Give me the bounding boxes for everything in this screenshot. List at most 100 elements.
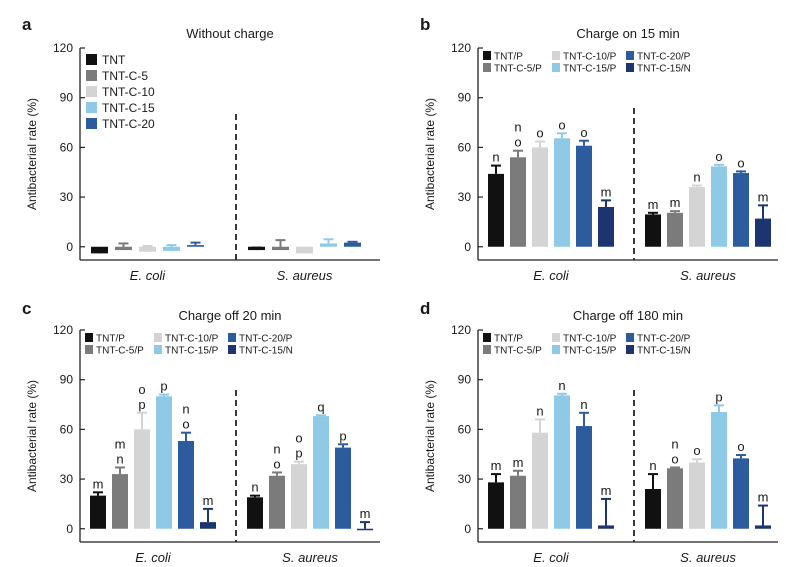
bar <box>532 432 548 529</box>
y-tick-label: 120 <box>53 323 73 337</box>
legend-swatch <box>626 51 634 60</box>
bar <box>156 396 172 529</box>
legend-label: TNT-C-20/P <box>637 52 691 63</box>
y-tick-label: 0 <box>464 522 471 536</box>
legend-label: TNT-C-15/N <box>637 64 691 75</box>
bar <box>733 173 749 247</box>
significance-label: o <box>671 451 678 466</box>
legend-swatch <box>626 333 634 342</box>
significance-label: n <box>116 451 123 466</box>
bar <box>755 218 771 247</box>
y-tick-label: 30 <box>60 190 74 204</box>
bar <box>134 429 150 529</box>
group-label: E. coli <box>533 550 570 565</box>
group-label: E. coli <box>130 268 167 283</box>
bar <box>313 416 329 529</box>
legend-swatch <box>86 102 97 113</box>
legend-label: TNT-C-15/P <box>563 346 617 357</box>
bar <box>510 475 526 529</box>
y-tick-label: 0 <box>464 240 471 254</box>
legend-swatch <box>483 333 491 342</box>
significance-label: p <box>715 389 722 404</box>
panel-d: d Charge off 180 min 0 30 60 90 120 Antibacteri… <box>420 299 778 565</box>
significance-label: m <box>758 189 769 204</box>
significance-label: n <box>580 397 587 412</box>
bar <box>510 157 526 247</box>
bar <box>488 482 504 529</box>
significance-label: m <box>601 184 612 199</box>
bar <box>645 214 661 247</box>
legend-label: TNT <box>102 53 126 67</box>
legend-label: TNT-C-10/P <box>563 52 617 63</box>
significance-label: n <box>492 150 499 165</box>
panel-title-a: Without charge <box>186 26 273 41</box>
legend-swatch <box>86 54 97 65</box>
bar <box>667 212 683 247</box>
significance-label: o <box>715 149 722 164</box>
panel-letter-d: d <box>420 299 430 318</box>
group-label: S. aureus <box>680 268 736 283</box>
significance-label: o <box>536 126 543 141</box>
legend-swatch <box>552 63 560 72</box>
significance-label: p <box>339 428 346 443</box>
bar <box>291 464 307 529</box>
y-tick-label: 90 <box>458 91 472 105</box>
significance-label: m <box>203 493 214 508</box>
y-tick-label: 120 <box>451 41 471 55</box>
significance-label: n <box>251 480 258 495</box>
legend-swatch <box>154 333 162 342</box>
legend-label: TNT/P <box>494 52 523 63</box>
y-tick-label: 60 <box>60 422 74 436</box>
panel-title-b: Charge on 15 min <box>576 26 679 41</box>
y-tick-label: 60 <box>458 422 472 436</box>
legend-label: TNT-C-5/P <box>96 346 144 357</box>
legend-label: TNT-C-15/P <box>563 64 617 75</box>
significance-label: n <box>514 120 521 135</box>
bar <box>554 138 570 247</box>
panel-title-d: Charge off 180 min <box>573 308 683 323</box>
legend-swatch <box>483 345 491 354</box>
legend-label: TNT-C-15 <box>102 101 155 115</box>
legend-label: TNT-C-15/N <box>637 346 691 357</box>
bar <box>90 495 106 529</box>
bar <box>711 411 727 529</box>
legend-label: TNT-C-5/P <box>494 64 542 75</box>
bar <box>645 489 661 529</box>
legend-label: TNT-C-15/N <box>239 346 293 357</box>
bar <box>755 525 771 529</box>
legend-swatch <box>552 51 560 60</box>
significance-label: o <box>182 417 189 432</box>
legend-label: TNT/P <box>494 334 523 345</box>
group-label: S. aureus <box>277 268 333 283</box>
significance-label: n <box>273 441 280 456</box>
y-tick-label: 120 <box>53 41 73 55</box>
bar <box>554 395 570 529</box>
significance-label: o <box>580 125 587 140</box>
significance-label: n <box>536 403 543 418</box>
legend-swatch <box>154 345 162 354</box>
y-axis-title: Antibacterial rate (%) <box>25 380 39 492</box>
significance-label: o <box>295 431 302 446</box>
panel-c: c Charge off 20 min 0 30 60 90 120 Antibacteria… <box>22 299 380 565</box>
legend-label: TNT-C-20/P <box>239 334 293 345</box>
significance-label: o <box>693 443 700 458</box>
significance-label: m <box>115 436 126 451</box>
y-tick-label: 90 <box>60 91 74 105</box>
bar <box>598 207 614 247</box>
y-tick-label: 60 <box>458 140 472 154</box>
y-tick-label: 30 <box>458 190 472 204</box>
legend-label: TNT-C-20 <box>102 117 155 131</box>
y-tick-label: 0 <box>66 240 73 254</box>
legend-swatch <box>626 345 634 354</box>
bar <box>200 522 216 529</box>
group-label: E. coli <box>533 268 570 283</box>
legend-swatch <box>228 345 236 354</box>
group-label: S. aureus <box>282 550 338 565</box>
significance-label: n <box>693 169 700 184</box>
legend-label: TNT-C-15/P <box>165 346 219 357</box>
significance-label: p <box>138 397 145 412</box>
significance-label: p <box>295 446 302 461</box>
